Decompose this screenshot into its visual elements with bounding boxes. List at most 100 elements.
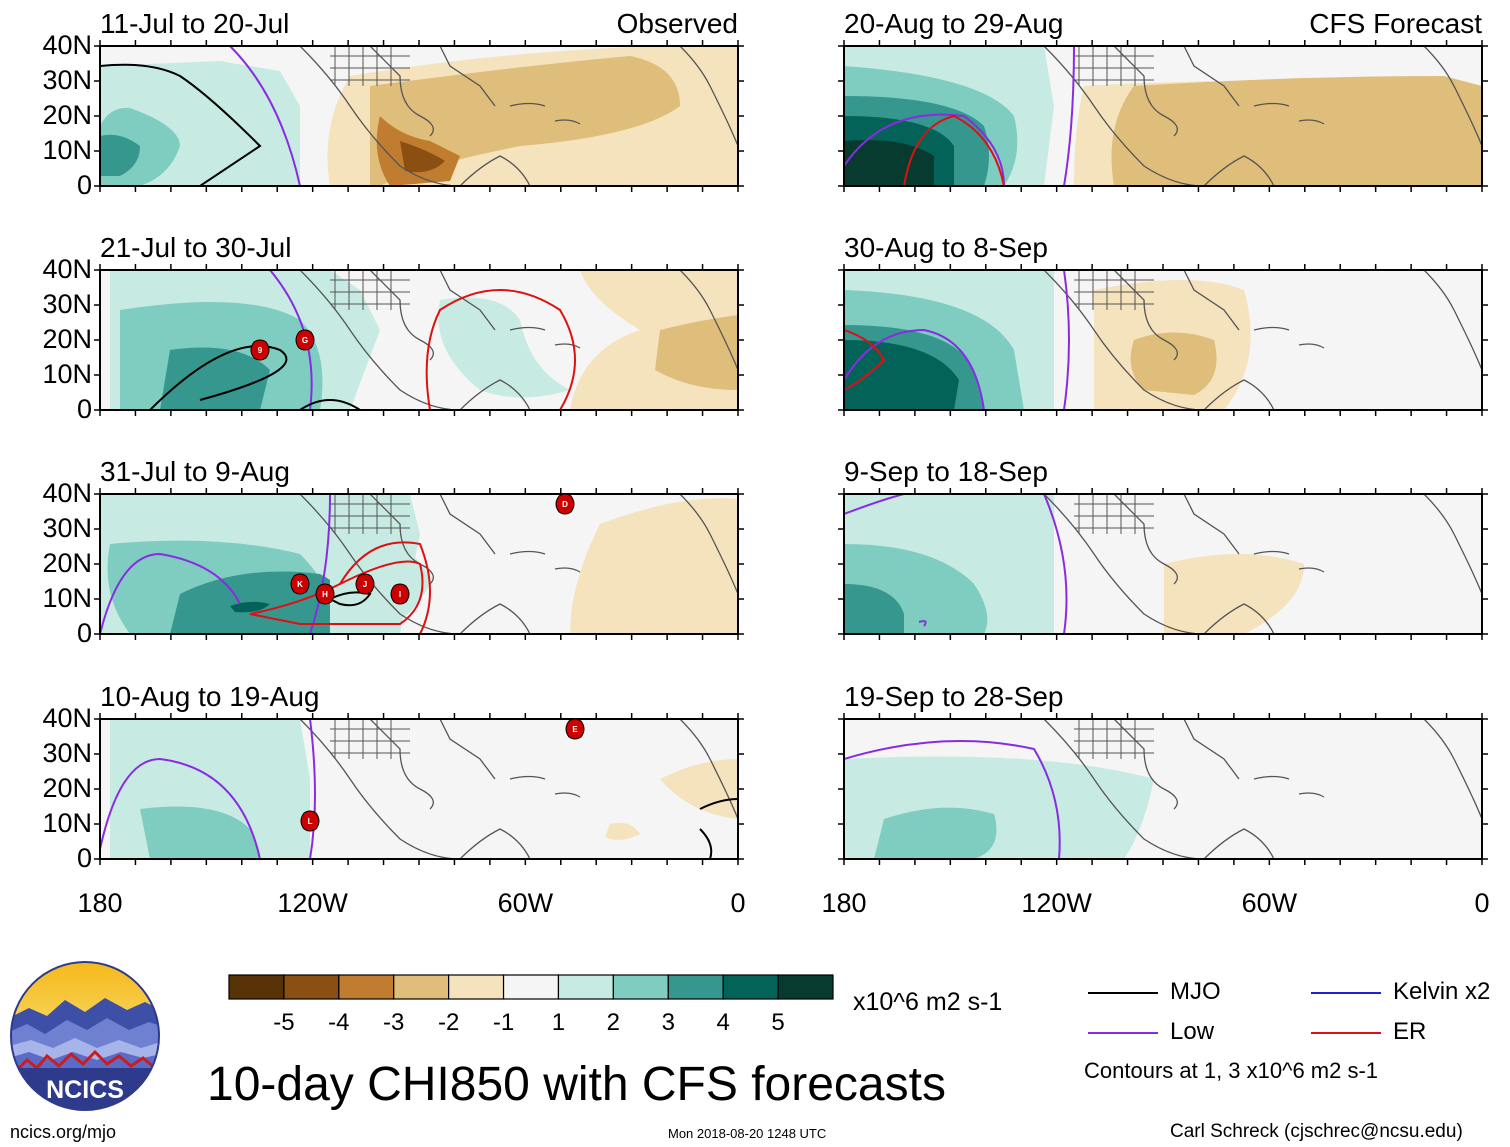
contour-line [844,329,886,391]
map-panel [838,40,1488,192]
shading-region [438,297,570,398]
legend-label: Kelvin x2 [1393,978,1491,1005]
coastline [1203,603,1275,634]
lat-label: 10N [42,583,92,613]
coastline [420,494,496,555]
contour-line [844,740,1061,859]
colorbar-segment [557,974,614,1000]
coastline [1074,270,1178,361]
map-panel [94,264,744,416]
coastline [679,719,738,820]
shading-region [230,601,270,613]
colorbar-segment [502,974,560,1000]
coastline [1074,494,1178,585]
coastline [459,828,531,859]
lon-label: 180 [77,888,123,918]
lat-label: 0 [76,843,92,873]
lat-label: 20N [42,100,92,130]
storm-label: I [399,590,401,599]
coastline [1203,155,1275,186]
colorbar-tick-label: -5 [273,1009,295,1036]
storm-marker: D [555,493,575,515]
coastline [420,270,496,331]
coastline [1253,775,1290,780]
legend-label: ER [1393,1018,1427,1045]
lat-label: 30N [42,513,92,543]
shading-region [1164,554,1304,634]
colorbar-tick-label: 3 [661,1009,675,1036]
coastline [330,270,434,361]
colorbar-tick-label: -4 [328,1009,350,1036]
coastline [1298,119,1325,125]
storm-label: E [572,725,578,734]
coastline [1253,102,1290,107]
lat-label: 40N [42,478,92,508]
footer-author: Carl Schreck (cjschrec@ncsu.edu) [1170,1121,1463,1142]
panel-type-label: CFS Forecast [1309,8,1482,39]
colorbar-tick-label: 2 [606,1009,621,1036]
lon-label: 60W [497,888,554,918]
storm-label: K [297,580,303,589]
storm-marker: 9 [250,339,270,361]
shading-region [570,498,738,634]
coastline [554,343,581,349]
storm-label: 9 [258,346,263,355]
contour-line [844,328,985,410]
lon-label: 0 [730,888,746,918]
coastline [459,155,531,186]
shading-region [1130,332,1217,395]
coastline [679,270,738,371]
colorbar-tick-label: -3 [383,1009,405,1036]
ncics-logo: NCICS [10,961,160,1111]
storm-label: J [363,580,367,589]
coastline [509,326,546,331]
colorbar-units: x10^6 m2 s-1 [853,988,1003,1016]
colorbar-segment [722,974,779,1000]
shading-region [140,806,260,859]
coastline [1423,270,1482,371]
lat-label: 40N [42,703,92,733]
coastline [1253,326,1290,331]
storm-marker: H [315,583,335,605]
contour-line [249,560,424,625]
panel-date-range: 11-Jul to 20-Jul [100,8,290,39]
coastline [679,46,738,147]
coastline [509,102,546,107]
colorbar-tick-label: 5 [771,1009,785,1036]
coastline [1253,550,1290,555]
contour-line [100,63,262,186]
shading-region [605,822,640,840]
shading-region [1111,76,1482,186]
map-panel [94,40,744,192]
coastline [679,494,738,595]
coastline [1423,46,1482,147]
contour-line [100,757,261,859]
coastline [1043,46,1205,186]
storm-marker: J [355,573,375,595]
storm-marker: L [300,810,320,832]
colorbar-segment [777,974,834,1000]
colorbar-tick-label: 4 [716,1009,730,1036]
coastline [1043,270,1205,410]
storm-marker: E [565,718,585,740]
panel-date-range: 10-Aug to 19-Aug [100,681,320,712]
lat-label: 30N [42,65,92,95]
contour-line [299,399,361,410]
legend-label: MJO [1170,978,1221,1005]
panel-date-range: 21-Jul to 30-Jul [100,232,292,263]
lon-label: 60W [1241,888,1298,918]
lat-label: 20N [42,324,92,354]
panel-date-range: 20-Aug to 29-Aug [844,8,1064,39]
storm-label: D [562,500,568,509]
colorbar-segment [228,974,285,1000]
storm-label: L [308,817,313,826]
storm-marker: K [290,573,310,595]
shading-region [844,340,959,410]
lat-label: 10N [42,135,92,165]
legend-label: Low [1170,1018,1215,1045]
coastline [1164,494,1240,555]
contour-line [699,828,713,859]
map-panel [838,713,1488,865]
contours-note: Contours at 1, 3 x10^6 m2 s-1 [1084,1058,1379,1083]
